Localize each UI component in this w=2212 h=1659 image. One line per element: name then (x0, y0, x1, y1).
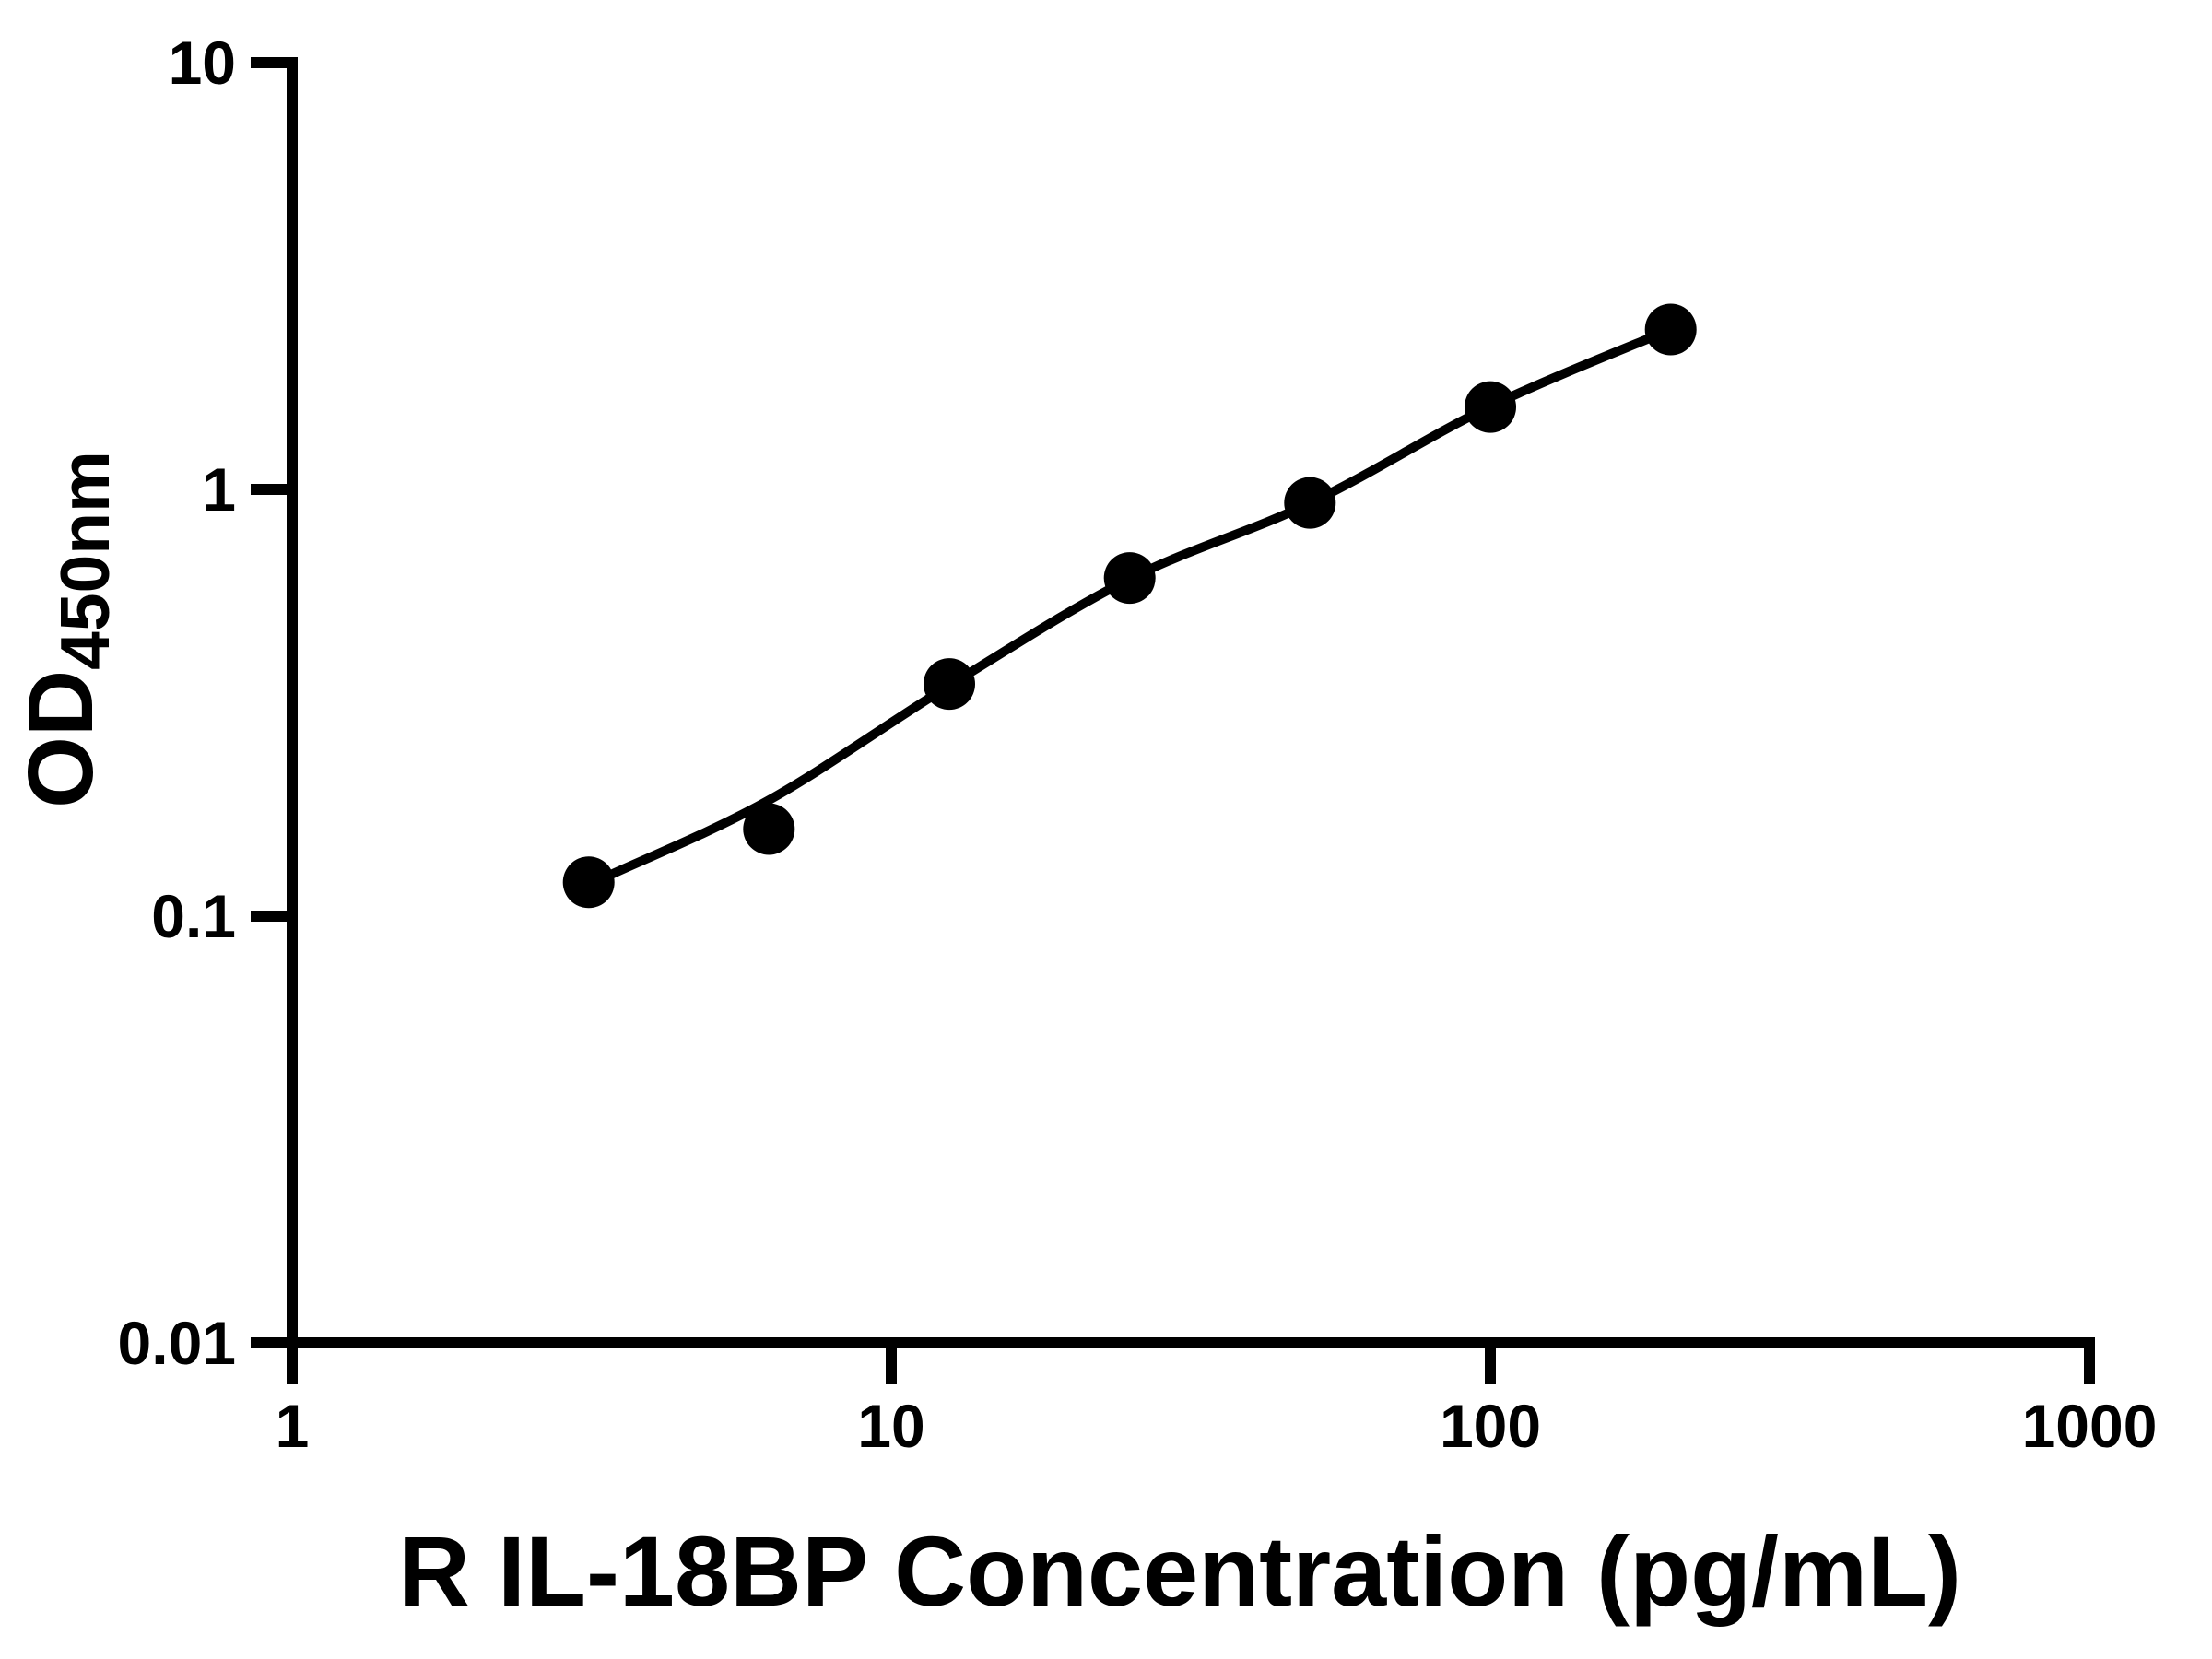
data-point (1644, 303, 1697, 356)
x-tick-label: 100 (1440, 1392, 1541, 1460)
y-tick-label: 0.01 (118, 1309, 236, 1377)
y-tick-label: 10 (169, 29, 236, 97)
y-tick-label: 0.1 (151, 882, 236, 950)
data-point (1465, 381, 1516, 433)
data-point (743, 803, 795, 855)
plot-area (562, 303, 1697, 909)
data-point (1103, 552, 1156, 605)
data-points (562, 303, 1697, 909)
x-axis-title: R IL-18BP Concentration (pg/mL) (398, 1515, 1961, 1627)
y-axis-title: OD450nm (9, 451, 124, 808)
x-tick-label: 10 (857, 1392, 924, 1460)
y-axis-title-main: OD (9, 670, 112, 808)
axes: 10 1 0.1 0.01 1 10 100 1000 (118, 29, 2158, 1460)
x-tick-label: 1000 (2022, 1392, 2158, 1460)
data-point (1284, 477, 1336, 529)
y-axis-title-subscript: 450nm (46, 451, 124, 670)
y-tick-label: 1 (202, 455, 236, 524)
data-point (924, 658, 975, 711)
x-tick-label: 1 (276, 1392, 310, 1460)
data-point (562, 856, 615, 909)
